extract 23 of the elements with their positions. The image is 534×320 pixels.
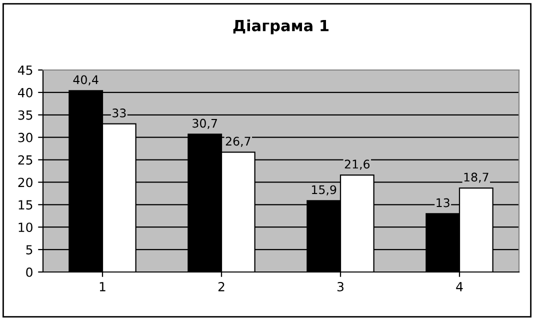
data-label: 33 (112, 108, 126, 118)
y-tick-label: 35 (18, 110, 32, 120)
y-tick-label: 20 (18, 178, 32, 188)
y-tick-label: 30 (18, 132, 32, 142)
y-tick-label: 5 (26, 245, 32, 254)
y-tick-label: 15 (18, 200, 32, 210)
data-label: 15,9 (312, 185, 336, 196)
data-label: 40,4 (73, 75, 98, 86)
data-label: 18,7 (464, 172, 488, 183)
data-label: 13 (436, 198, 450, 208)
x-tick-label: 4 (456, 282, 463, 292)
x-tick-label: 1 (100, 282, 106, 292)
y-tick-label: 10 (18, 222, 32, 232)
y-tick-label: 0 (26, 267, 32, 277)
x-tick-label: 2 (218, 282, 224, 292)
y-tick-label: 40 (18, 88, 32, 98)
y-tick-label: 25 (18, 155, 32, 165)
chart-title: Діаграма 1 (233, 20, 329, 34)
data-label: 21,6 (344, 160, 370, 170)
data-label: 30,7 (192, 118, 217, 129)
x-tick-label: 3 (337, 282, 344, 292)
data-label: 26,7 (226, 136, 250, 147)
y-tick-label: 45 (18, 66, 32, 75)
